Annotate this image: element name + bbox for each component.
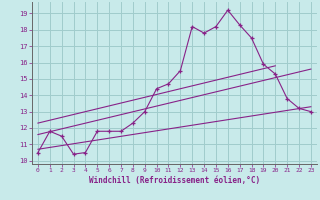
X-axis label: Windchill (Refroidissement éolien,°C): Windchill (Refroidissement éolien,°C) — [89, 176, 260, 185]
